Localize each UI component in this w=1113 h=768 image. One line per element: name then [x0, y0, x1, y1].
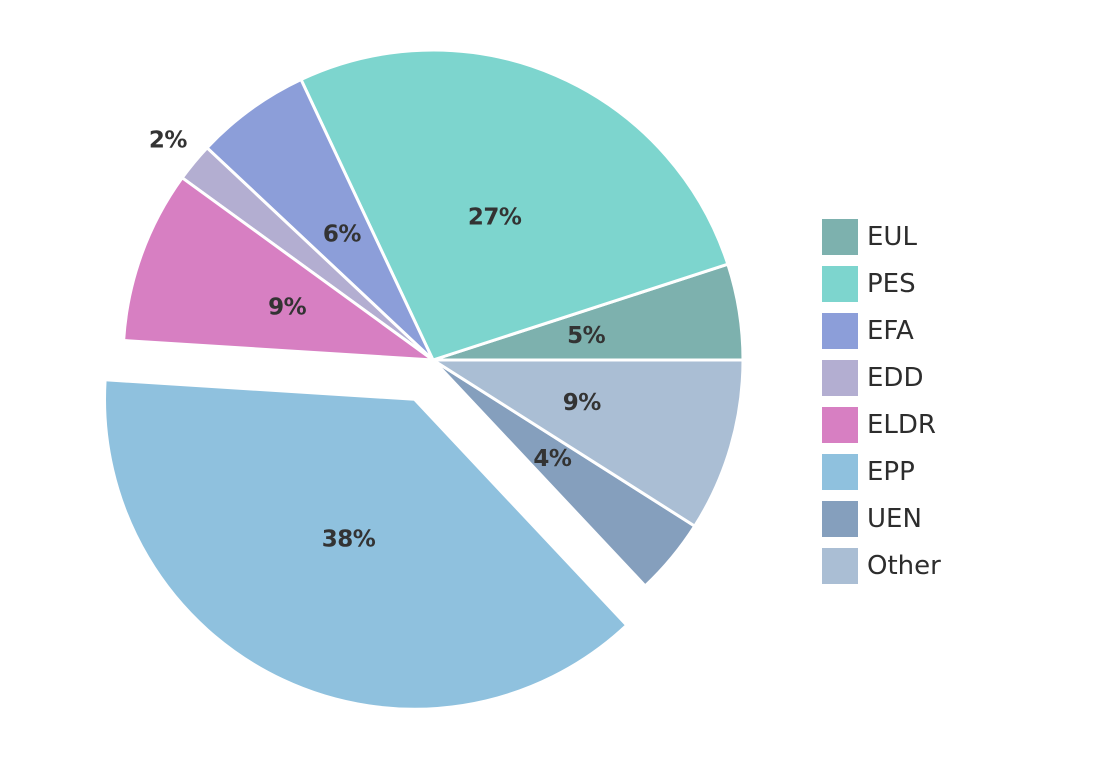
legend-item-epp: EPP — [822, 454, 941, 490]
legend-label-eldr: ELDR — [867, 410, 936, 440]
pie-slice-pct-label-eul: 5% — [567, 323, 606, 349]
legend-swatch-pes — [822, 266, 858, 302]
legend-swatch-efa — [822, 313, 858, 349]
pie-slice-pct-label-pes: 27% — [468, 205, 522, 231]
legend-item-other: Other — [822, 548, 941, 584]
legend: EUL PES EFA EDD ELDR EPP UEN Other — [822, 219, 941, 584]
legend-label-efa: EFA — [867, 316, 914, 346]
legend-swatch-epp — [822, 454, 858, 490]
legend-label-pes: PES — [867, 269, 916, 299]
legend-swatch-eldr — [822, 407, 858, 443]
legend-swatch-other — [822, 548, 858, 584]
pie-slice-pct-label-edd: 2% — [149, 128, 188, 154]
legend-label-other: Other — [867, 551, 941, 581]
pie-slice-pct-label-epp: 38% — [322, 527, 376, 553]
pie-slice-pct-label-eldr: 9% — [268, 295, 307, 321]
legend-item-edd: EDD — [822, 360, 941, 396]
legend-label-epp: EPP — [867, 457, 915, 487]
pie-slice-other — [431, 358, 745, 528]
legend-swatch-edd — [822, 360, 858, 396]
legend-label-uen: UEN — [867, 504, 922, 534]
legend-item-pes: PES — [822, 266, 941, 302]
legend-swatch-uen — [822, 501, 858, 537]
legend-item-uen: UEN — [822, 501, 941, 537]
pie-slice-pct-label-uen: 4% — [533, 446, 572, 472]
legend-label-edd: EDD — [867, 363, 924, 393]
pie-slice-epp — [103, 378, 629, 711]
pie-slice-eldr — [122, 176, 435, 362]
pie-slice-pct-label-efa: 6% — [323, 222, 362, 248]
legend-item-eldr: ELDR — [822, 407, 941, 443]
legend-swatch-eul — [822, 219, 858, 255]
legend-label-eul: EUL — [867, 222, 917, 252]
legend-item-eul: EUL — [822, 219, 941, 255]
pie-slice-pes — [299, 48, 730, 362]
pie-slice-pct-label-other: 9% — [563, 390, 602, 416]
legend-item-efa: EFA — [822, 313, 941, 349]
